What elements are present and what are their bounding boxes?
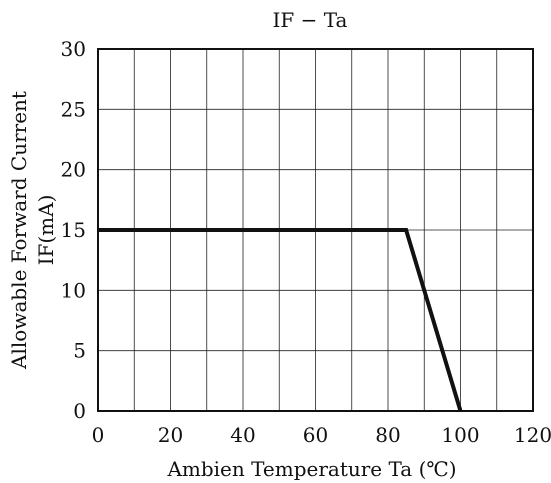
- y-tick-label: 20: [61, 158, 86, 182]
- y-axis-label-line2: IF(mA): [34, 195, 58, 266]
- y-tick-label: 25: [61, 97, 86, 121]
- y-axis-label: Allowable Forward Current: [7, 91, 31, 370]
- x-tick-label: 120: [514, 423, 551, 447]
- x-tick-label: 80: [375, 423, 400, 447]
- x-tick-label: 40: [230, 423, 255, 447]
- y-tick-label: 30: [61, 37, 86, 61]
- x-tick-label: 100: [441, 423, 479, 447]
- x-tick-label: 0: [92, 423, 105, 447]
- y-tick-label: 5: [73, 339, 86, 363]
- series-line: [98, 228, 463, 412]
- x-axis-label: Ambien Temperature Ta (℃): [166, 457, 456, 481]
- y-tick-label: 0: [73, 399, 86, 423]
- y-tick-label: 10: [61, 278, 86, 302]
- x-tick-label: 20: [158, 423, 183, 447]
- x-tick-label: 60: [303, 423, 328, 447]
- y-tick-label: 15: [61, 218, 86, 242]
- chart-title: IF − Ta: [273, 8, 348, 32]
